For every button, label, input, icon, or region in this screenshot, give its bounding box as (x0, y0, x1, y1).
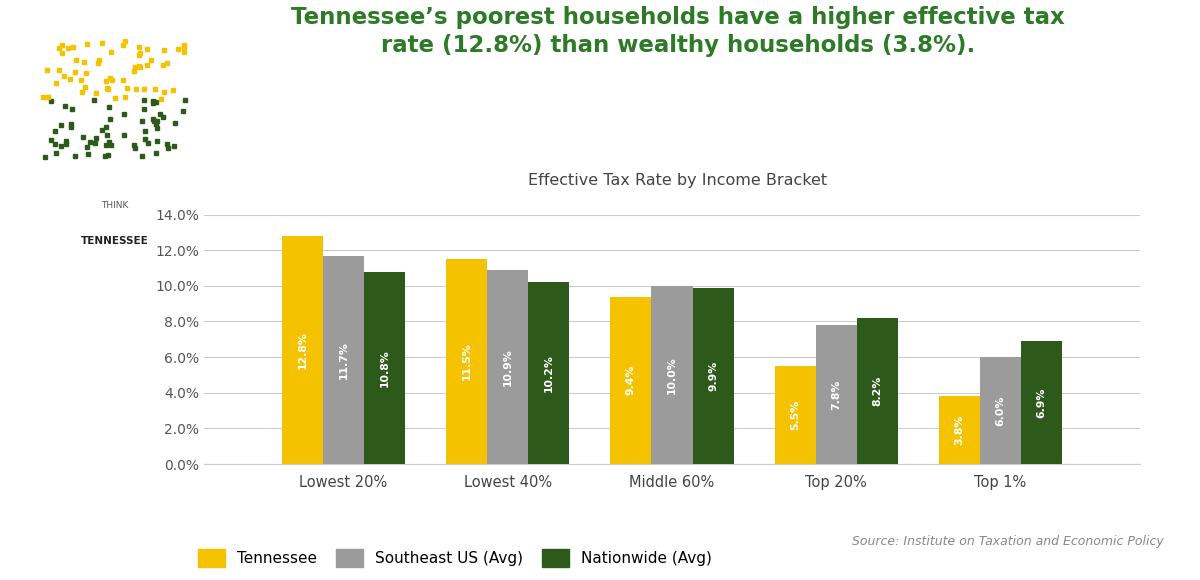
Text: THINK: THINK (102, 201, 128, 210)
Bar (980, 357, 1021, 464)
Bar (938, 396, 980, 464)
Bar (282, 236, 323, 464)
Bar (528, 282, 569, 464)
Text: 12.8%: 12.8% (298, 331, 307, 369)
Text: 9.4%: 9.4% (626, 365, 636, 396)
Text: 7.8%: 7.8% (832, 379, 841, 409)
Bar (323, 256, 364, 464)
Text: Effective Tax Rate by Income Bracket: Effective Tax Rate by Income Bracket (528, 173, 828, 188)
Bar (487, 270, 528, 464)
Text: 6.9%: 6.9% (1037, 387, 1046, 418)
Bar (692, 288, 733, 464)
Bar (652, 286, 692, 464)
Text: 6.0%: 6.0% (996, 396, 1006, 426)
Text: 11.5%: 11.5% (462, 343, 472, 380)
Bar (446, 259, 487, 464)
Text: 10.9%: 10.9% (503, 348, 512, 386)
Bar (364, 271, 406, 464)
Text: Tennessee’s poorest households have a higher effective tax
rate (12.8%) than wea: Tennessee’s poorest households have a hi… (292, 6, 1064, 57)
Bar (1021, 341, 1062, 464)
Text: 10.2%: 10.2% (544, 354, 554, 392)
Text: 3.8%: 3.8% (954, 415, 965, 445)
Bar (857, 318, 898, 464)
Bar (816, 325, 857, 464)
Bar (775, 366, 816, 464)
Text: 11.7%: 11.7% (338, 341, 348, 379)
Text: 9.9%: 9.9% (708, 361, 718, 391)
Text: 5.5%: 5.5% (790, 400, 800, 430)
Bar (611, 296, 652, 464)
Legend: Tennessee, Southeast US (Avg), Nationwide (Avg): Tennessee, Southeast US (Avg), Nationwid… (193, 544, 716, 571)
Text: Source: Institute on Taxation and Economic Policy: Source: Institute on Taxation and Econom… (852, 535, 1164, 548)
Text: 10.0%: 10.0% (667, 356, 677, 394)
Text: TENNESSEE: TENNESSEE (82, 236, 149, 246)
Text: 10.8%: 10.8% (379, 349, 390, 387)
Text: 8.2%: 8.2% (872, 376, 882, 406)
